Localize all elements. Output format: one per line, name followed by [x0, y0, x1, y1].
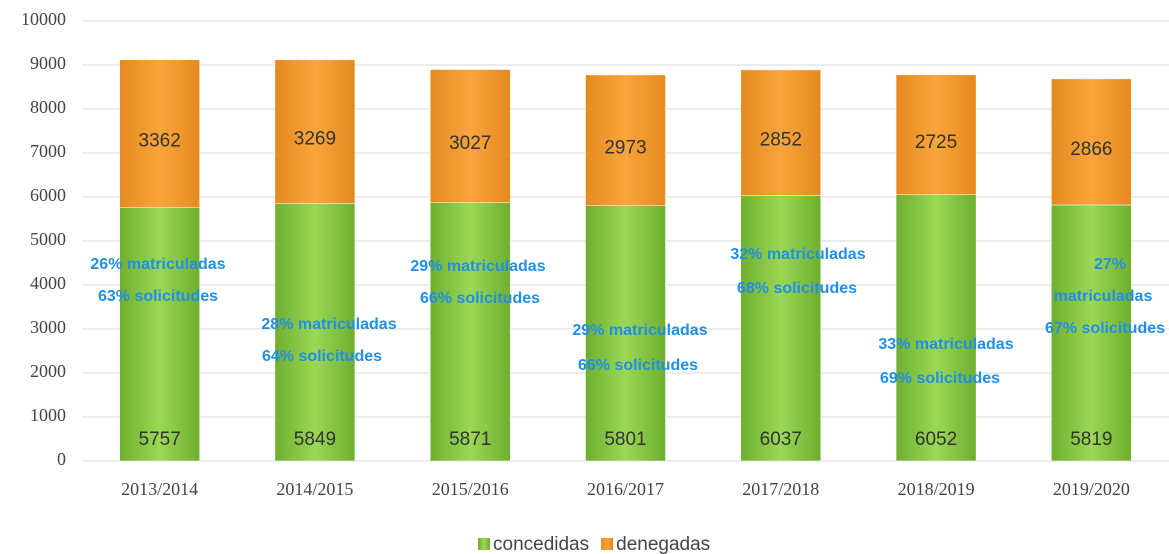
annotation: matriculadas: [1054, 288, 1153, 305]
value-label: 5871: [449, 429, 491, 450]
bar-segment: [274, 59, 356, 204]
value-label: 6037: [760, 429, 802, 450]
legend-swatch: [601, 538, 614, 550]
annotation: 69% solicitudes: [880, 370, 1000, 387]
bar-segment: [1051, 78, 1132, 206]
y-tick-label: 6000: [30, 185, 66, 205]
bar-segment: [895, 74, 977, 195]
value-label: 2852: [760, 130, 802, 151]
value-label: 3269: [294, 129, 336, 150]
bar-segment: [1051, 204, 1132, 462]
bar-segment: [429, 202, 511, 462]
x-tick-label: 2018/2019: [898, 479, 975, 499]
legend-label: concedidas: [493, 534, 589, 554]
bar-segment: [740, 195, 822, 462]
y-tick-label: 5000: [30, 229, 66, 249]
annotation: 68% solicitudes: [737, 280, 857, 297]
y-tick-label: 10000: [21, 9, 66, 29]
y-tick-label: 0: [57, 449, 66, 469]
annotation: 66% solicitudes: [578, 357, 698, 374]
bar-segment: [585, 205, 666, 462]
annotation: 33% matriculadas: [878, 336, 1013, 353]
y-tick-label: 2000: [30, 361, 66, 381]
annotation: 26% matriculadas: [90, 256, 225, 273]
annotation: 32% matriculadas: [730, 246, 865, 263]
bar-segment: [274, 203, 356, 462]
y-tick-label: 1000: [30, 405, 66, 425]
value-label: 5819: [1070, 429, 1112, 450]
bar-segment: [895, 194, 977, 462]
value-label: 3027: [449, 133, 491, 154]
bar-segment: [585, 74, 666, 207]
x-tick-label: 2015/2016: [432, 479, 509, 499]
y-tick-label: 7000: [30, 141, 66, 161]
value-label: 3362: [139, 131, 181, 152]
annotation: 28% matriculadas: [261, 316, 396, 333]
y-tick-label: 4000: [30, 273, 66, 293]
annotation: 63% solicitudes: [98, 288, 218, 305]
legend-swatch: [478, 538, 490, 550]
y-tick-label: 3000: [30, 317, 66, 337]
x-tick-label: 2017/2018: [742, 479, 819, 499]
value-label: 6052: [915, 429, 957, 450]
y-tick-label: 9000: [30, 53, 66, 73]
annotation: 29% matriculadas: [410, 258, 545, 275]
value-label: 5757: [139, 429, 181, 450]
x-tick-label: 2016/2017: [587, 479, 664, 499]
bar-segment: [119, 59, 200, 208]
annotation: 27%: [1094, 256, 1126, 273]
bar-segment: [429, 69, 511, 203]
annotation: 64% solicitudes: [262, 348, 382, 365]
value-label: 5801: [604, 429, 646, 450]
y-tick-label: 8000: [30, 97, 66, 117]
annotation: 67% solicitudes: [1045, 320, 1165, 337]
value-label: 2866: [1070, 139, 1112, 160]
annotation: 66% solicitudes: [420, 290, 540, 307]
bar-segment: [119, 207, 200, 462]
x-tick-label: 2014/2015: [276, 479, 353, 499]
value-label: 2725: [915, 132, 957, 153]
bar-segment: [740, 69, 822, 196]
legend-label: denegadas: [616, 534, 710, 554]
annotation: 29% matriculadas: [572, 322, 707, 339]
value-label: 5849: [294, 429, 336, 450]
x-tick-label: 2019/2020: [1053, 479, 1130, 499]
value-label: 2973: [604, 137, 646, 158]
x-tick-label: 2013/2014: [121, 479, 198, 499]
